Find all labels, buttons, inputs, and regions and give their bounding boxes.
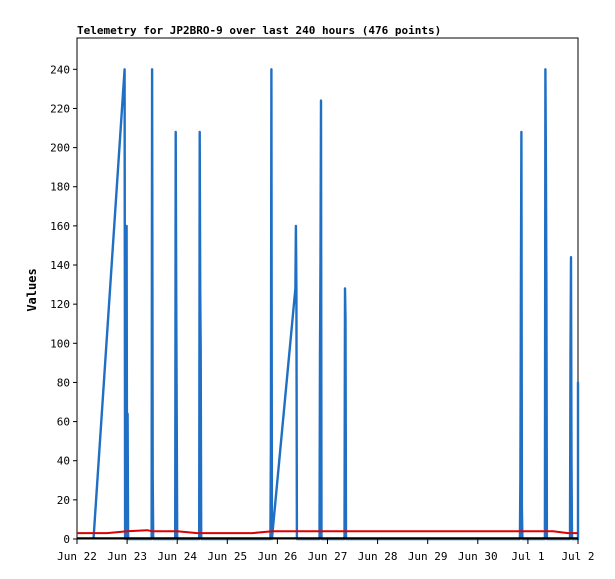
y-tick-label-2: 40 xyxy=(57,455,70,468)
x-tick-label-3: Jun 25 xyxy=(207,550,247,563)
y-tick-label-8: 160 xyxy=(50,220,70,233)
x-tick-label-4: Jun 26 xyxy=(258,550,298,563)
y-tick-label-6: 120 xyxy=(50,298,70,311)
series-line-0 xyxy=(92,68,580,541)
y-tick-label-7: 140 xyxy=(50,259,70,272)
y-tick-label-10: 200 xyxy=(50,142,70,155)
x-tick-label-1: Jun 23 xyxy=(107,550,147,563)
x-tick-label-7: Jun 29 xyxy=(408,550,448,563)
y-tick-label-9: 180 xyxy=(50,181,70,194)
y-tick-label-1: 20 xyxy=(57,494,70,507)
y-tick-label-0: 0 xyxy=(63,533,70,546)
x-tick-label-9: Jul 1 xyxy=(511,550,544,563)
x-axis: Jun 22 Jun 23 Jun 24 Jun 25 Jun 26 Jun 27 Jun … xyxy=(57,539,595,563)
x-tick-label-6: Jun 28 xyxy=(358,550,398,563)
x-tick-label-8: Jun 30 xyxy=(458,550,498,563)
series-layer xyxy=(77,68,580,541)
chart-title: Telemetry for JP2BRO-9 over last 240 hou… xyxy=(77,24,441,37)
x-tick-label-10: Jul 2 xyxy=(561,550,594,563)
y-tick-label-3: 60 xyxy=(57,416,70,429)
y-tick-label-5: 100 xyxy=(50,337,70,350)
x-tick-label-5: Jun 27 xyxy=(308,550,348,563)
y-tick-label-11: 220 xyxy=(50,102,70,115)
y-axis: 0 20 40 60 80 100 120 140 160 180 200 220 240 xyxy=(50,63,77,546)
y-axis-label: Values xyxy=(25,268,39,311)
series-line-1 xyxy=(77,529,578,535)
x-tick-label-2: Jun 24 xyxy=(157,550,197,563)
y-tick-label-4: 80 xyxy=(57,376,70,389)
y-tick-label-12: 240 xyxy=(50,63,70,76)
x-tick-label-0: Jun 22 xyxy=(57,550,97,563)
